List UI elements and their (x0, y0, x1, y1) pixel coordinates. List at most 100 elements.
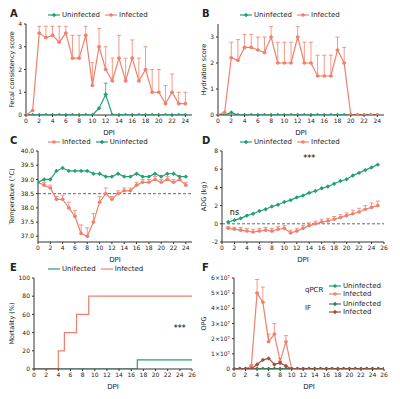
svg-text:4: 4 (18, 20, 22, 27)
svg-text:18: 18 (140, 371, 148, 378)
svg-text:4: 4 (56, 371, 60, 378)
svg-text:22: 22 (355, 244, 363, 251)
svg-text:4: 4 (255, 371, 259, 378)
svg-text:20: 20 (347, 117, 355, 124)
svg-text:16: 16 (128, 117, 136, 124)
svg-text:1×10⁷: 1×10⁷ (211, 350, 230, 357)
svg-text:0: 0 (232, 371, 236, 378)
svg-text:6×10⁷: 6×10⁷ (211, 274, 230, 281)
svg-text:14: 14 (307, 117, 315, 124)
svg-text:2: 2 (210, 59, 214, 66)
svg-text:2: 2 (229, 117, 233, 124)
svg-text:3: 3 (18, 43, 22, 50)
svg-text:6: 6 (64, 117, 68, 124)
svg-text:40: 40 (22, 329, 30, 336)
svg-text:6: 6 (69, 371, 73, 378)
svg-text:6: 6 (267, 371, 271, 378)
svg-text:20: 20 (155, 117, 163, 124)
svg-text:20: 20 (22, 347, 30, 354)
svg-text:18: 18 (330, 244, 338, 251)
svg-text:22: 22 (164, 371, 172, 378)
svg-text:37.0: 37.0 (21, 232, 35, 239)
svg-text:2: 2 (233, 244, 237, 251)
svg-text:14: 14 (311, 371, 319, 378)
svg-text:22: 22 (360, 117, 368, 124)
svg-text:0: 0 (36, 244, 40, 251)
svg-text:4: 4 (245, 244, 249, 251)
svg-text:12: 12 (293, 244, 301, 251)
svg-text:0: 0 (24, 117, 28, 124)
svg-text:2: 2 (37, 117, 41, 124)
svg-text:40.0: 40.0 (21, 147, 35, 154)
svg-text:8: 8 (270, 244, 274, 251)
svg-text:10: 10 (89, 117, 97, 124)
svg-text:8: 8 (81, 371, 85, 378)
svg-text:ADG (kg): ADG (kg) (200, 182, 208, 212)
svg-text:0: 0 (32, 371, 36, 378)
svg-text:24: 24 (369, 371, 377, 378)
svg-text:8: 8 (269, 117, 273, 124)
svg-text:3: 3 (210, 33, 214, 40)
svg-text:22: 22 (168, 117, 176, 124)
svg-text:ns: ns (230, 208, 239, 217)
svg-text:0: 0 (226, 365, 230, 372)
svg-text:22: 22 (170, 244, 178, 251)
svg-text:8: 8 (214, 147, 218, 154)
svg-text:18: 18 (142, 117, 150, 124)
svg-text:4×10⁷: 4×10⁷ (211, 304, 230, 311)
svg-text:DPI: DPI (295, 129, 307, 135)
svg-text:0: 0 (18, 111, 22, 118)
svg-text:DPI: DPI (103, 129, 115, 135)
svg-text:14: 14 (305, 244, 313, 251)
svg-text:12: 12 (108, 244, 116, 251)
svg-text:6: 6 (214, 165, 218, 172)
svg-text:38.0: 38.0 (21, 204, 35, 211)
svg-text:1: 1 (210, 85, 214, 92)
svg-text:DPI: DPI (297, 256, 309, 262)
svg-text:***: *** (174, 324, 186, 333)
svg-text:2×10⁷: 2×10⁷ (211, 335, 230, 342)
svg-text:20: 20 (152, 371, 160, 378)
svg-text:10: 10 (281, 117, 289, 124)
svg-text:39.0: 39.0 (21, 176, 35, 183)
svg-text:24: 24 (368, 244, 376, 251)
svg-text:18: 18 (145, 244, 153, 251)
svg-text:8: 8 (278, 371, 282, 378)
svg-text:26: 26 (380, 371, 388, 378)
svg-text:2: 2 (18, 66, 22, 73)
svg-text:20: 20 (343, 244, 351, 251)
svg-text:-2: -2 (212, 238, 218, 245)
svg-text:0: 0 (210, 111, 214, 118)
svg-text:80: 80 (22, 292, 30, 299)
svg-text:16: 16 (320, 117, 328, 124)
svg-text:10: 10 (91, 371, 99, 378)
svg-text:2: 2 (48, 244, 52, 251)
svg-text:Hydration score: Hydration score (200, 44, 208, 96)
svg-text:2: 2 (214, 202, 218, 209)
svg-text:OPG: OPG (200, 316, 208, 330)
svg-text:1: 1 (18, 88, 22, 95)
svg-text:Temperature (°C): Temperature (°C) (8, 168, 16, 225)
svg-text:0: 0 (26, 365, 30, 372)
svg-text:22: 22 (357, 371, 365, 378)
svg-text:4: 4 (214, 184, 218, 191)
svg-text:8: 8 (85, 244, 89, 251)
svg-text:14: 14 (120, 244, 128, 251)
svg-text:Fecal consistency score: Fecal consistency score (8, 31, 16, 108)
svg-text:20: 20 (157, 244, 165, 251)
svg-text:16: 16 (127, 371, 135, 378)
svg-text:0: 0 (214, 220, 218, 227)
svg-text:Mortality (%): Mortality (%) (8, 302, 16, 344)
svg-text:2: 2 (244, 371, 248, 378)
svg-text:6: 6 (256, 117, 260, 124)
svg-text:16: 16 (133, 244, 141, 251)
svg-text:100: 100 (19, 274, 31, 281)
svg-text:14: 14 (115, 117, 123, 124)
svg-text:10: 10 (96, 244, 104, 251)
svg-text:12: 12 (103, 371, 111, 378)
svg-text:8: 8 (77, 117, 81, 124)
svg-text:10: 10 (288, 371, 296, 378)
svg-text:3×10⁷: 3×10⁷ (211, 320, 230, 327)
svg-text:24: 24 (182, 117, 190, 124)
svg-text:38.5: 38.5 (21, 190, 35, 197)
